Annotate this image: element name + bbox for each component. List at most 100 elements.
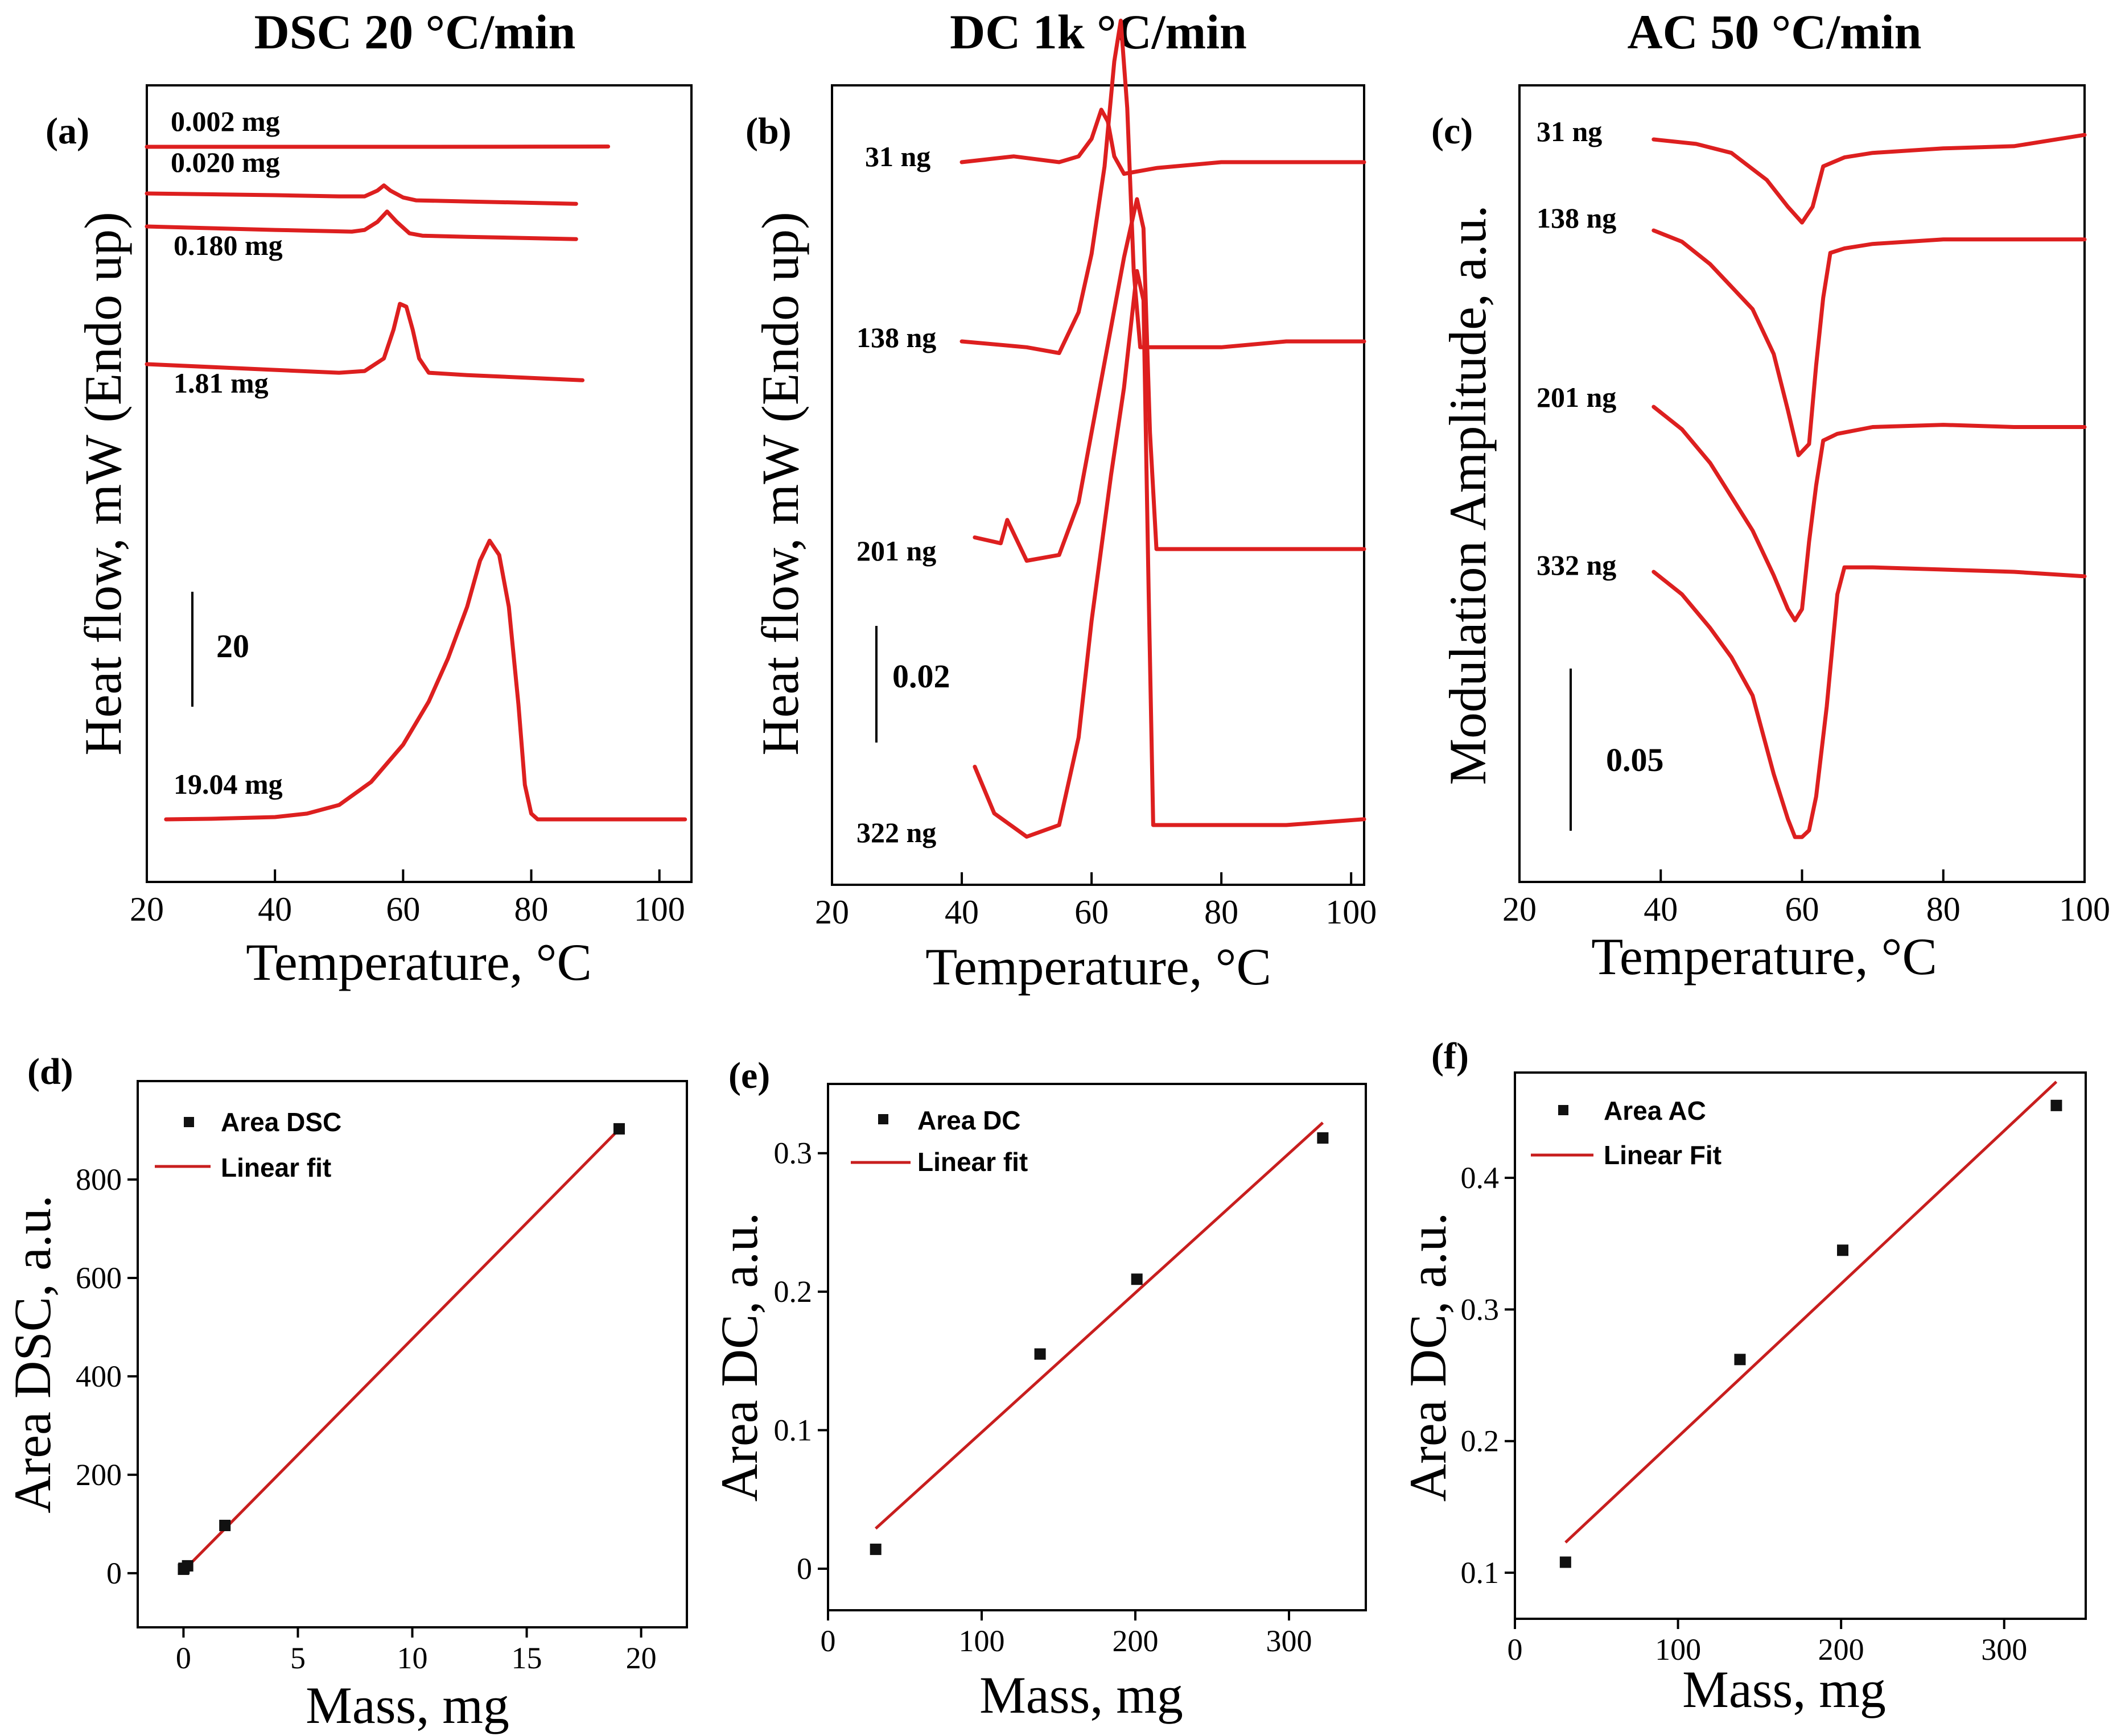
panel-f-xlabel: Mass, mg — [1682, 1660, 1886, 1718]
scale-label-c: 0.05 — [1606, 741, 1664, 778]
e-xtick-label-0: 0 — [821, 1624, 836, 1658]
title-ac: AC 50 °C/min — [1628, 5, 1922, 59]
e-point-3 — [1317, 1132, 1329, 1144]
title-dsc: DSC 20 °C/min — [254, 5, 576, 59]
d-ytick-label-2: 400 — [76, 1359, 122, 1393]
b-xtick-label-3: 80 — [1204, 893, 1238, 931]
legend-marker-d — [184, 1117, 194, 1127]
scale-label-a: 20 — [216, 628, 249, 665]
panel-f-plot — [1559, 1081, 2062, 1568]
panel-b-xticks: 20 40 60 80 100 — [815, 872, 1377, 931]
f-fit-line — [1564, 1081, 2058, 1544]
e-ytick-label-3: 0.3 — [774, 1136, 813, 1170]
panel-f-label: (f) — [1431, 1036, 1469, 1077]
b-xtick-label-1: 40 — [945, 893, 979, 931]
d-xtick-label-1: 5 — [290, 1641, 306, 1675]
e-xtick-label-3: 300 — [1266, 1624, 1312, 1658]
panel-e-label: (e) — [728, 1055, 770, 1096]
scale-label-b: 0.02 — [892, 658, 950, 695]
legend-label-f-1: Linear Fit — [1604, 1140, 1721, 1170]
c-xtick-label-2: 60 — [1785, 890, 1819, 928]
f-point-0 — [1559, 1556, 1571, 1568]
panel-a-xlabel: Temperature, °C — [246, 933, 592, 991]
panel-d: (d) Mass, mg Area DSC, a.u. 0 5 10 15 200200… — [3, 1051, 688, 1734]
e-fit-line — [875, 1121, 1324, 1530]
panel-b-ylabel: Heat flow, mW (Endo up) — [751, 212, 809, 756]
panel-e-axes: 0 100 200 300 0 0.1 0.2 0.3 — [774, 1136, 1312, 1658]
a-trace-3 — [145, 302, 585, 382]
b-xtick-label-0: 20 — [815, 893, 849, 931]
f-ytick-label-1: 0.2 — [1461, 1424, 1500, 1458]
legend-label-f-0: Area AC — [1604, 1096, 1706, 1125]
b-xtick-label-2: 60 — [1074, 893, 1109, 931]
f-point-3 — [2050, 1099, 2062, 1111]
a-xtick-label-3: 80 — [514, 890, 549, 928]
d-ytick-label-4: 800 — [76, 1162, 122, 1197]
trace-label-b-0: 31 ng — [865, 141, 930, 172]
c-trace-3 — [1652, 565, 2087, 839]
e-point-0 — [870, 1543, 882, 1555]
d-ytick-label-0: 0 — [106, 1556, 122, 1590]
legend-marker-e — [878, 1114, 888, 1124]
panel-f-axes: 0 100 200 300 0.1 0.2 0.3 0.4 — [1461, 1161, 2028, 1667]
legend-marker-f — [1558, 1105, 1568, 1115]
panel-b-label: (b) — [746, 110, 792, 152]
title-dc: DC 1k °C/min — [950, 5, 1247, 59]
panel-e-xlabel: Mass, mg — [979, 1666, 1183, 1724]
b-trace-1 — [959, 18, 1366, 355]
panel-f-frame — [1514, 1071, 2087, 1620]
a-xtick-label-4: 100 — [634, 890, 685, 928]
d-xtick-label-3: 15 — [512, 1641, 542, 1675]
c-xtick-label-0: 20 — [1502, 890, 1537, 928]
panel-a-xticks: 20 40 60 80 100 — [130, 869, 685, 928]
f-xtick-label-0: 0 — [1508, 1632, 1523, 1667]
f-xtick-label-1: 100 — [1655, 1632, 1701, 1667]
panel-a: (a) Temperature, °C Heat flow, mW (Endo … — [46, 84, 693, 991]
d-point-2 — [182, 1560, 193, 1572]
a-xtick-label-2: 60 — [386, 890, 420, 928]
panel-c-label: (c) — [1431, 110, 1473, 152]
e-xtick-label-2: 200 — [1113, 1624, 1159, 1658]
e-ytick-label-1: 0.1 — [774, 1413, 813, 1448]
a-trace-2 — [145, 209, 578, 241]
trace-label-c-3: 332 ng — [1537, 549, 1616, 581]
legend-label-e-1: Linear fit — [917, 1147, 1028, 1177]
panel-b-curves — [959, 18, 1366, 839]
legend-label-e-0: Area DC — [917, 1106, 1021, 1135]
panel-d-frame — [137, 1080, 688, 1628]
d-fit-line — [182, 1127, 622, 1572]
b-trace-3 — [973, 269, 1366, 839]
panel-a-frame — [146, 84, 693, 883]
panel-c-xlabel: Temperature, °C — [1591, 927, 1937, 985]
trace-label-a-1: 0.020 mg — [171, 146, 280, 178]
f-ytick-label-0: 0.1 — [1461, 1556, 1500, 1590]
b-xtick-label-4: 100 — [1325, 893, 1377, 931]
panel-b-xlabel: Temperature, °C — [925, 938, 1271, 996]
trace-label-b-2: 201 ng — [856, 535, 936, 567]
e-ytick-label-2: 0.2 — [774, 1275, 813, 1309]
panel-a-label: (a) — [46, 110, 89, 152]
c-xtick-label-1: 40 — [1644, 890, 1678, 928]
trace-label-c-2: 201 ng — [1537, 381, 1616, 413]
panel-e-plot — [870, 1121, 1329, 1555]
trace-label-b-3: 322 ng — [856, 817, 936, 848]
b-trace-0 — [959, 108, 1366, 176]
d-point-4 — [613, 1123, 625, 1135]
trace-label-a-0: 0.002 mg — [171, 105, 280, 137]
a-xtick-label-0: 20 — [130, 890, 164, 928]
f-ytick-label-2: 0.3 — [1461, 1292, 1500, 1326]
c-xtick-label-4: 100 — [2059, 890, 2110, 928]
legend-label-d-0: Area DSC — [221, 1107, 341, 1137]
panel-d-label: (d) — [27, 1051, 73, 1092]
c-trace-0 — [1652, 133, 2087, 225]
panel-a-ylabel: Heat flow, mW (Endo up) — [74, 212, 132, 756]
panel-b: (b) Temperature, °C Heat flow, mW (Endo … — [746, 18, 1377, 996]
panel-c-curves — [1652, 133, 2087, 839]
panel-c-ylabel: Modulation Amplitude, a.u. — [1439, 205, 1497, 785]
d-ytick-label-3: 600 — [76, 1261, 122, 1295]
panel-d-plot — [178, 1123, 625, 1575]
a-trace-1 — [145, 183, 578, 206]
c-xtick-label-3: 80 — [1926, 890, 1961, 928]
trace-label-b-1: 138 ng — [856, 321, 936, 353]
